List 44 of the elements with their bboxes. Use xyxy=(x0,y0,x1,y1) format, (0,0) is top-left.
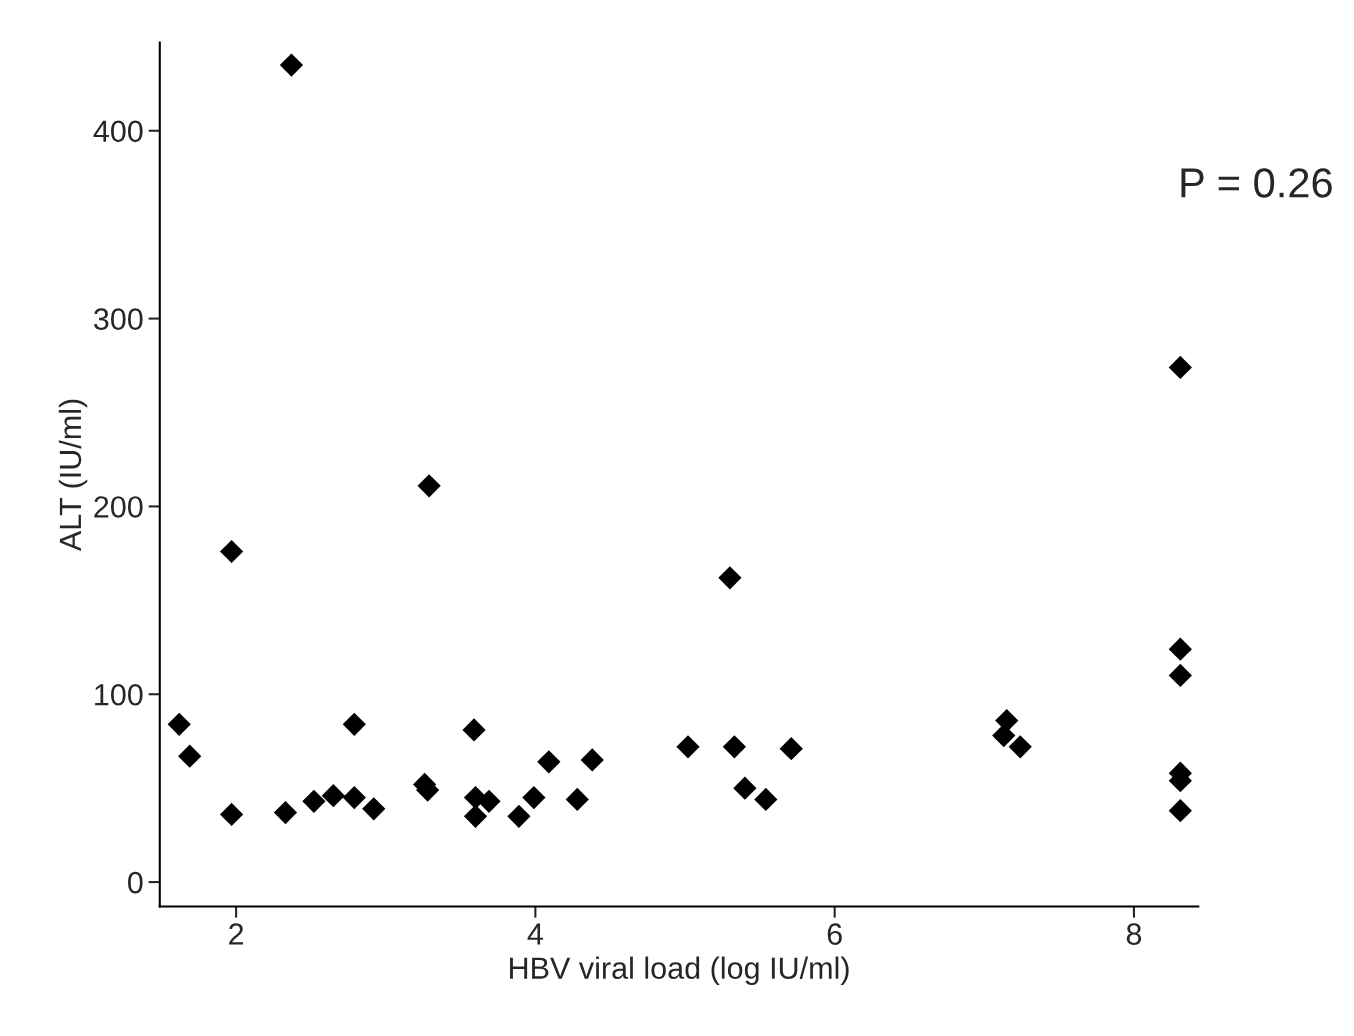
point xyxy=(522,785,546,810)
x-tick-label: 4 xyxy=(527,923,543,945)
point xyxy=(1168,637,1192,661)
point xyxy=(507,804,531,828)
x-tick-label: 6 xyxy=(827,923,842,945)
point xyxy=(754,787,778,812)
annotation: P = 0.26 xyxy=(1181,168,1332,198)
point xyxy=(733,776,757,800)
point xyxy=(273,800,298,825)
y-tick-label: 300 xyxy=(93,308,143,330)
point xyxy=(219,539,244,564)
point xyxy=(279,53,304,77)
point xyxy=(462,718,486,742)
point xyxy=(1168,355,1192,380)
point xyxy=(219,802,244,827)
point xyxy=(722,735,747,759)
point xyxy=(342,712,366,736)
point xyxy=(321,784,345,808)
point xyxy=(537,750,561,774)
point xyxy=(1168,663,1192,688)
x-tick-label: 2 xyxy=(229,923,244,945)
y-tick-label: 200 xyxy=(94,496,143,518)
point xyxy=(178,744,202,768)
point xyxy=(992,723,1016,748)
point xyxy=(565,787,589,812)
point xyxy=(362,797,386,821)
point xyxy=(1008,735,1032,759)
y-axis-title: ALT (IU/ml) xyxy=(58,399,88,552)
point xyxy=(302,789,326,813)
point xyxy=(477,789,501,813)
point xyxy=(342,785,366,810)
point xyxy=(718,566,742,590)
point xyxy=(779,737,803,761)
x-tick-label: 8 xyxy=(1126,923,1142,945)
point xyxy=(1168,799,1192,823)
point xyxy=(676,735,700,759)
y-tick-label: 0 xyxy=(128,871,143,894)
point xyxy=(417,474,441,498)
point xyxy=(463,804,488,828)
x-axis-title: HBV viral load (log IU/ml) xyxy=(510,956,849,985)
y-tick-label: 400 xyxy=(93,120,143,143)
y-tick-label: 100 xyxy=(95,683,143,706)
point xyxy=(167,712,191,736)
point xyxy=(580,748,604,772)
